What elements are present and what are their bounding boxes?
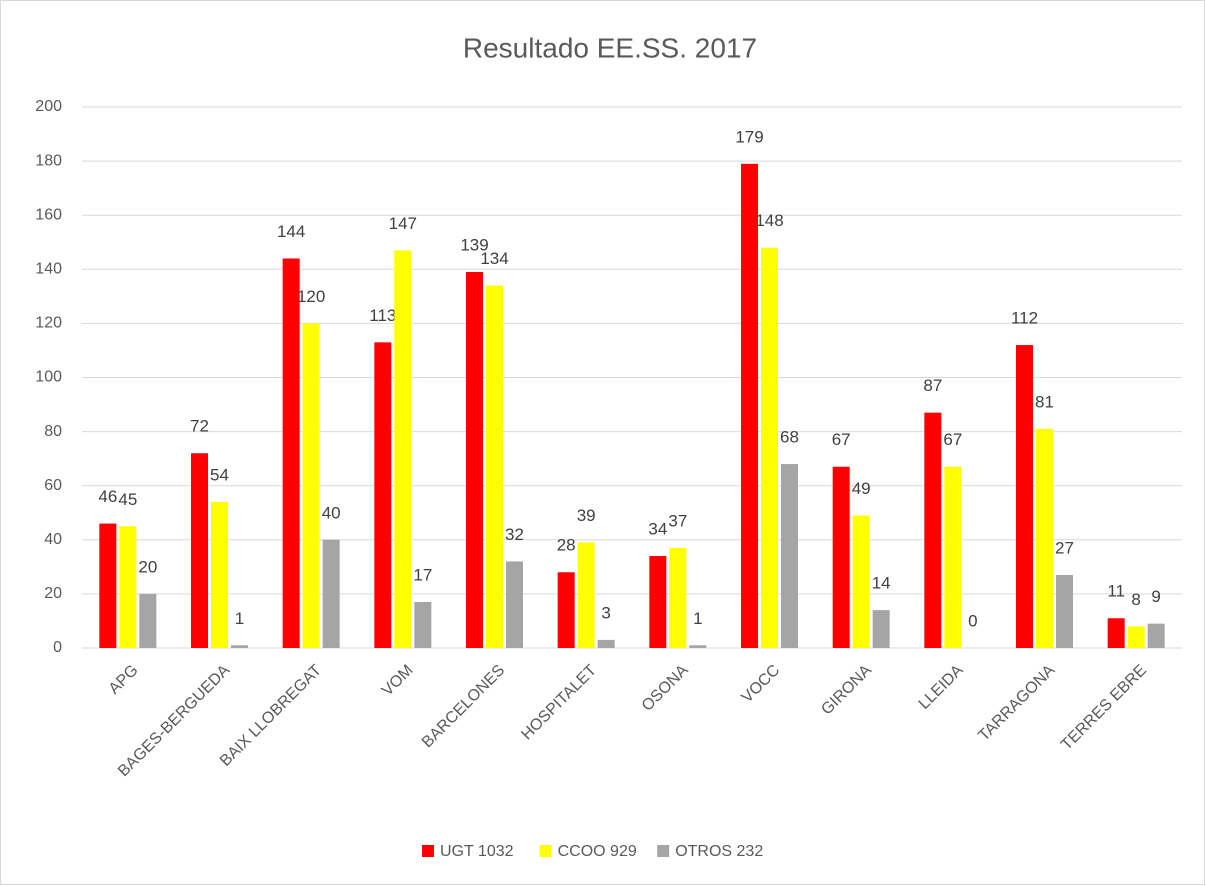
data-label: 72 — [190, 417, 209, 436]
data-label: 1 — [693, 609, 702, 628]
data-label: 67 — [832, 430, 851, 449]
bar — [231, 645, 248, 648]
y-tick-label: 120 — [35, 315, 62, 332]
y-tick-label: 40 — [44, 531, 62, 548]
chart-title: Resultado EE.SS. 2017 — [463, 32, 757, 63]
legend-swatch — [422, 845, 434, 857]
y-tick-label: 60 — [44, 477, 62, 494]
data-label: 120 — [297, 287, 325, 306]
data-label: 112 — [1011, 309, 1038, 328]
data-label: 134 — [480, 249, 508, 268]
data-label: 67 — [943, 430, 962, 449]
bar — [486, 285, 503, 648]
bar — [1127, 626, 1145, 648]
data-label: 49 — [852, 479, 871, 498]
y-tick-label: 100 — [35, 369, 62, 386]
bar — [1147, 623, 1165, 648]
bar — [669, 547, 687, 648]
data-label: 46 — [98, 487, 117, 506]
y-tick-label: 20 — [44, 585, 62, 602]
bar — [852, 515, 870, 648]
data-label: 8 — [1131, 590, 1140, 609]
data-label: 27 — [1055, 538, 1074, 557]
data-label: 113 — [369, 306, 396, 325]
bar — [741, 163, 758, 648]
bar — [211, 501, 228, 648]
data-label: 45 — [118, 490, 137, 509]
data-label: 28 — [557, 536, 576, 555]
bar — [282, 258, 300, 648]
legend-label: UGT 1032 — [440, 843, 514, 860]
data-label: 0 — [968, 611, 977, 630]
bar — [781, 464, 798, 648]
bar — [1036, 428, 1053, 648]
bar — [872, 610, 890, 648]
bar — [689, 645, 707, 648]
data-label: 68 — [780, 428, 799, 447]
data-label: 1 — [235, 609, 244, 628]
data-label: 144 — [277, 222, 305, 241]
bar — [1056, 574, 1073, 648]
data-label: 39 — [577, 506, 596, 525]
bar — [506, 561, 523, 648]
legend-swatch — [539, 845, 552, 857]
y-tick-label: 180 — [35, 152, 62, 169]
bar — [99, 523, 117, 648]
data-label: 34 — [648, 520, 667, 539]
y-tick-label: 0 — [53, 639, 62, 656]
bar — [597, 639, 615, 648]
bar — [191, 453, 208, 648]
data-label: 32 — [505, 525, 524, 544]
data-label: 11 — [1107, 582, 1125, 601]
legend-label: OTROS 232 — [675, 843, 763, 860]
data-label: 54 — [210, 465, 229, 484]
bar — [557, 572, 575, 648]
data-label: 20 — [138, 557, 157, 576]
data-label: 148 — [755, 211, 783, 230]
data-label: 3 — [601, 603, 610, 622]
data-label: 14 — [872, 574, 891, 593]
data-label: 37 — [668, 511, 687, 530]
bar — [139, 593, 157, 648]
legend-swatch — [657, 845, 670, 857]
data-label: 139 — [460, 235, 488, 254]
bar — [374, 342, 392, 648]
data-label: 81 — [1035, 392, 1054, 411]
data-label: 17 — [413, 565, 432, 584]
bar — [1016, 345, 1033, 648]
bar — [322, 539, 340, 648]
bar — [302, 323, 320, 648]
y-tick-label: 80 — [44, 423, 62, 440]
y-tick-label: 140 — [35, 261, 62, 278]
bar — [414, 602, 432, 648]
bar — [944, 466, 962, 648]
bar — [1107, 618, 1125, 648]
bar — [832, 466, 850, 648]
bar — [761, 247, 778, 648]
bar — [924, 412, 942, 648]
bar — [394, 250, 412, 649]
data-label: 9 — [1151, 587, 1160, 606]
data-label: 87 — [923, 376, 942, 395]
y-tick-label: 160 — [35, 206, 62, 223]
data-label: 40 — [322, 503, 341, 522]
legend-label: CCOO 929 — [558, 843, 637, 860]
y-tick-label: 200 — [35, 98, 62, 115]
bar — [649, 556, 667, 648]
bar — [466, 272, 483, 648]
data-label: 179 — [735, 127, 763, 146]
bar — [119, 526, 137, 648]
data-label: 147 — [389, 214, 417, 233]
bar — [577, 542, 595, 648]
